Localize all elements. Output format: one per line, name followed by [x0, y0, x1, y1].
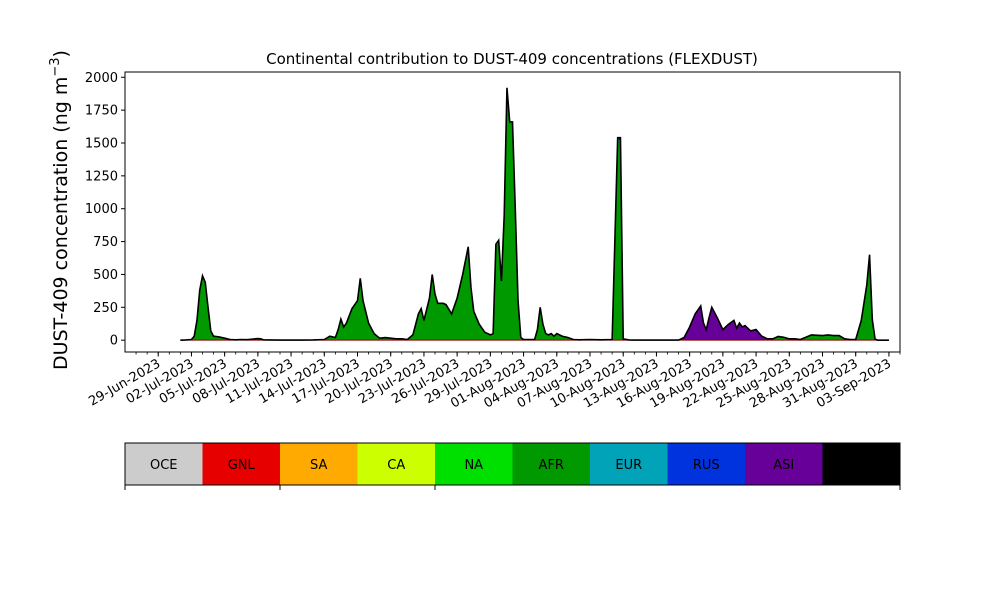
y-axis-label-close: ) — [50, 50, 72, 57]
y-tick-label: 1500 — [85, 136, 118, 151]
legend-swatch-afr — [512, 443, 590, 485]
legend-swatch-oce — [125, 443, 203, 485]
y-tick-label: 750 — [93, 235, 118, 250]
legend-label-asi: ASI — [773, 458, 794, 473]
y-tick-label: 1750 — [85, 104, 118, 119]
area-series-asi — [180, 87, 889, 341]
legend-swatch-aus — [822, 443, 900, 485]
y-axis-label: DUST-409 concentration (ng m−3) — [48, 50, 72, 370]
y-tick-label: 1250 — [85, 169, 118, 184]
y-tick-label: 250 — [93, 301, 118, 316]
legend-label-gnl: GNL — [228, 458, 256, 473]
plot-frame — [124, 71, 901, 353]
legend-swatch-rus — [667, 443, 745, 485]
y-tick-label: 1000 — [85, 202, 118, 217]
legend-swatch-eur — [590, 443, 668, 485]
y-axis-label-exponent: −3 — [48, 57, 63, 76]
y-tick-label: 0 — [110, 334, 118, 349]
y-axis-label-main: DUST-409 concentration (ng m — [50, 77, 72, 370]
area-series-rus — [180, 87, 889, 341]
legend-label-afr: AFR — [539, 458, 564, 473]
total-outline-line — [180, 87, 889, 341]
legend-label-eur: EUR — [615, 458, 642, 473]
plot-area — [180, 87, 889, 341]
y-tick-label: 2000 — [85, 71, 118, 86]
legend-swatch-asi — [745, 443, 823, 485]
legend-swatch-sa — [280, 443, 358, 485]
legend-label-aus: AUS — [848, 458, 875, 473]
area-series-afr — [180, 87, 889, 341]
legend-label-sa: SA — [310, 458, 327, 473]
y-tick-label: 500 — [93, 268, 118, 283]
legend-swatch-na — [435, 443, 513, 485]
legend-label-na: NA — [464, 458, 483, 473]
legend-label-oce: OCE — [150, 458, 178, 473]
region-legend: OCE GNL SA CA NA AFR EUR RUS ASI AUS — [124, 442, 901, 490]
legend-label-rus: RUS — [693, 458, 720, 473]
legend-swatch-ca — [357, 443, 435, 485]
x-axis: 29-Jun-202302-Jul-202305-Jul-202308-Jul-… — [86, 352, 901, 412]
legend-swatch-gnl — [202, 443, 280, 485]
chart-title: Continental contribution to DUST-409 con… — [266, 50, 758, 68]
legend-frame — [124, 442, 901, 486]
y-axis: 0 250 500 750 1000 1250 1500 1750 2000 — [85, 71, 125, 349]
legend-label-ca: CA — [387, 458, 405, 473]
